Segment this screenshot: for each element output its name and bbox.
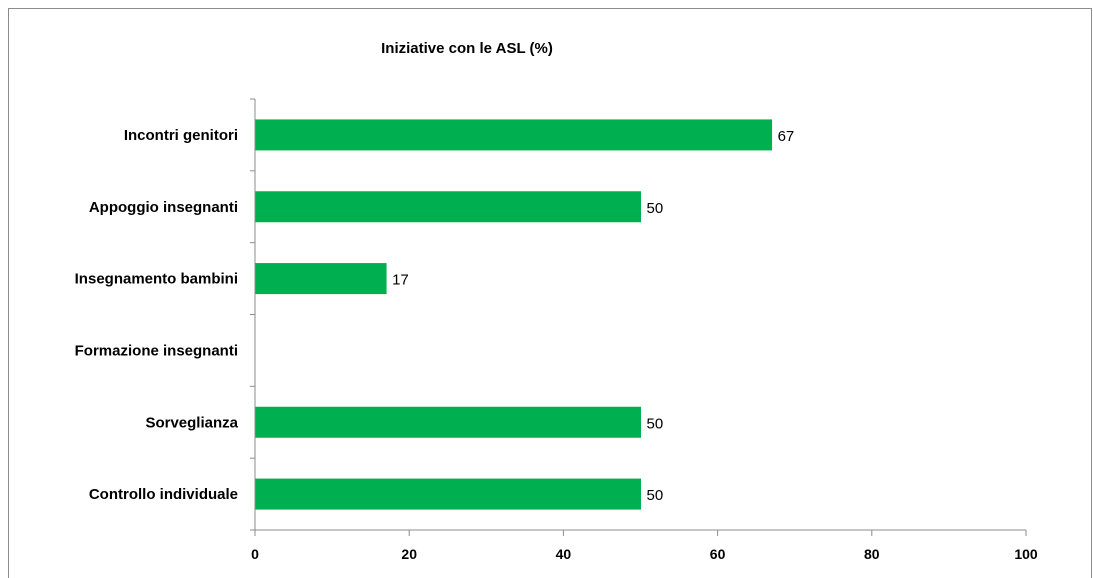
chart-title: Iniziative con le ASL (%) bbox=[381, 40, 553, 57]
x-tick-label: 40 bbox=[556, 546, 572, 562]
bar bbox=[255, 119, 773, 151]
data-label: 67 bbox=[778, 128, 795, 145]
data-label: 50 bbox=[647, 200, 664, 217]
bar bbox=[255, 406, 641, 438]
category-label: Insegnamento bambini bbox=[75, 271, 238, 288]
category-label: Incontri genitori bbox=[124, 127, 238, 144]
data-label: 50 bbox=[647, 487, 664, 504]
x-tick-label: 80 bbox=[864, 546, 880, 562]
bar bbox=[255, 263, 387, 295]
bar bbox=[255, 191, 641, 223]
bar-chart: Iniziative con le ASL (%) Incontri genit… bbox=[75, 40, 1038, 562]
category-label: Controllo individuale bbox=[89, 486, 238, 503]
bar bbox=[255, 478, 641, 510]
x-tick-label: 0 bbox=[251, 546, 259, 562]
data-label: 17 bbox=[392, 272, 409, 289]
x-tick-label: 100 bbox=[1014, 546, 1038, 562]
chart-frame bbox=[8, 8, 1092, 578]
x-tick-label: 20 bbox=[401, 546, 417, 562]
x-tick-label: 60 bbox=[710, 546, 726, 562]
category-label: Formazione insegnanti bbox=[75, 342, 238, 359]
category-label: Appoggio insegnanti bbox=[89, 199, 238, 216]
data-label: 50 bbox=[647, 415, 664, 432]
category-label: Sorveglianza bbox=[145, 414, 238, 431]
